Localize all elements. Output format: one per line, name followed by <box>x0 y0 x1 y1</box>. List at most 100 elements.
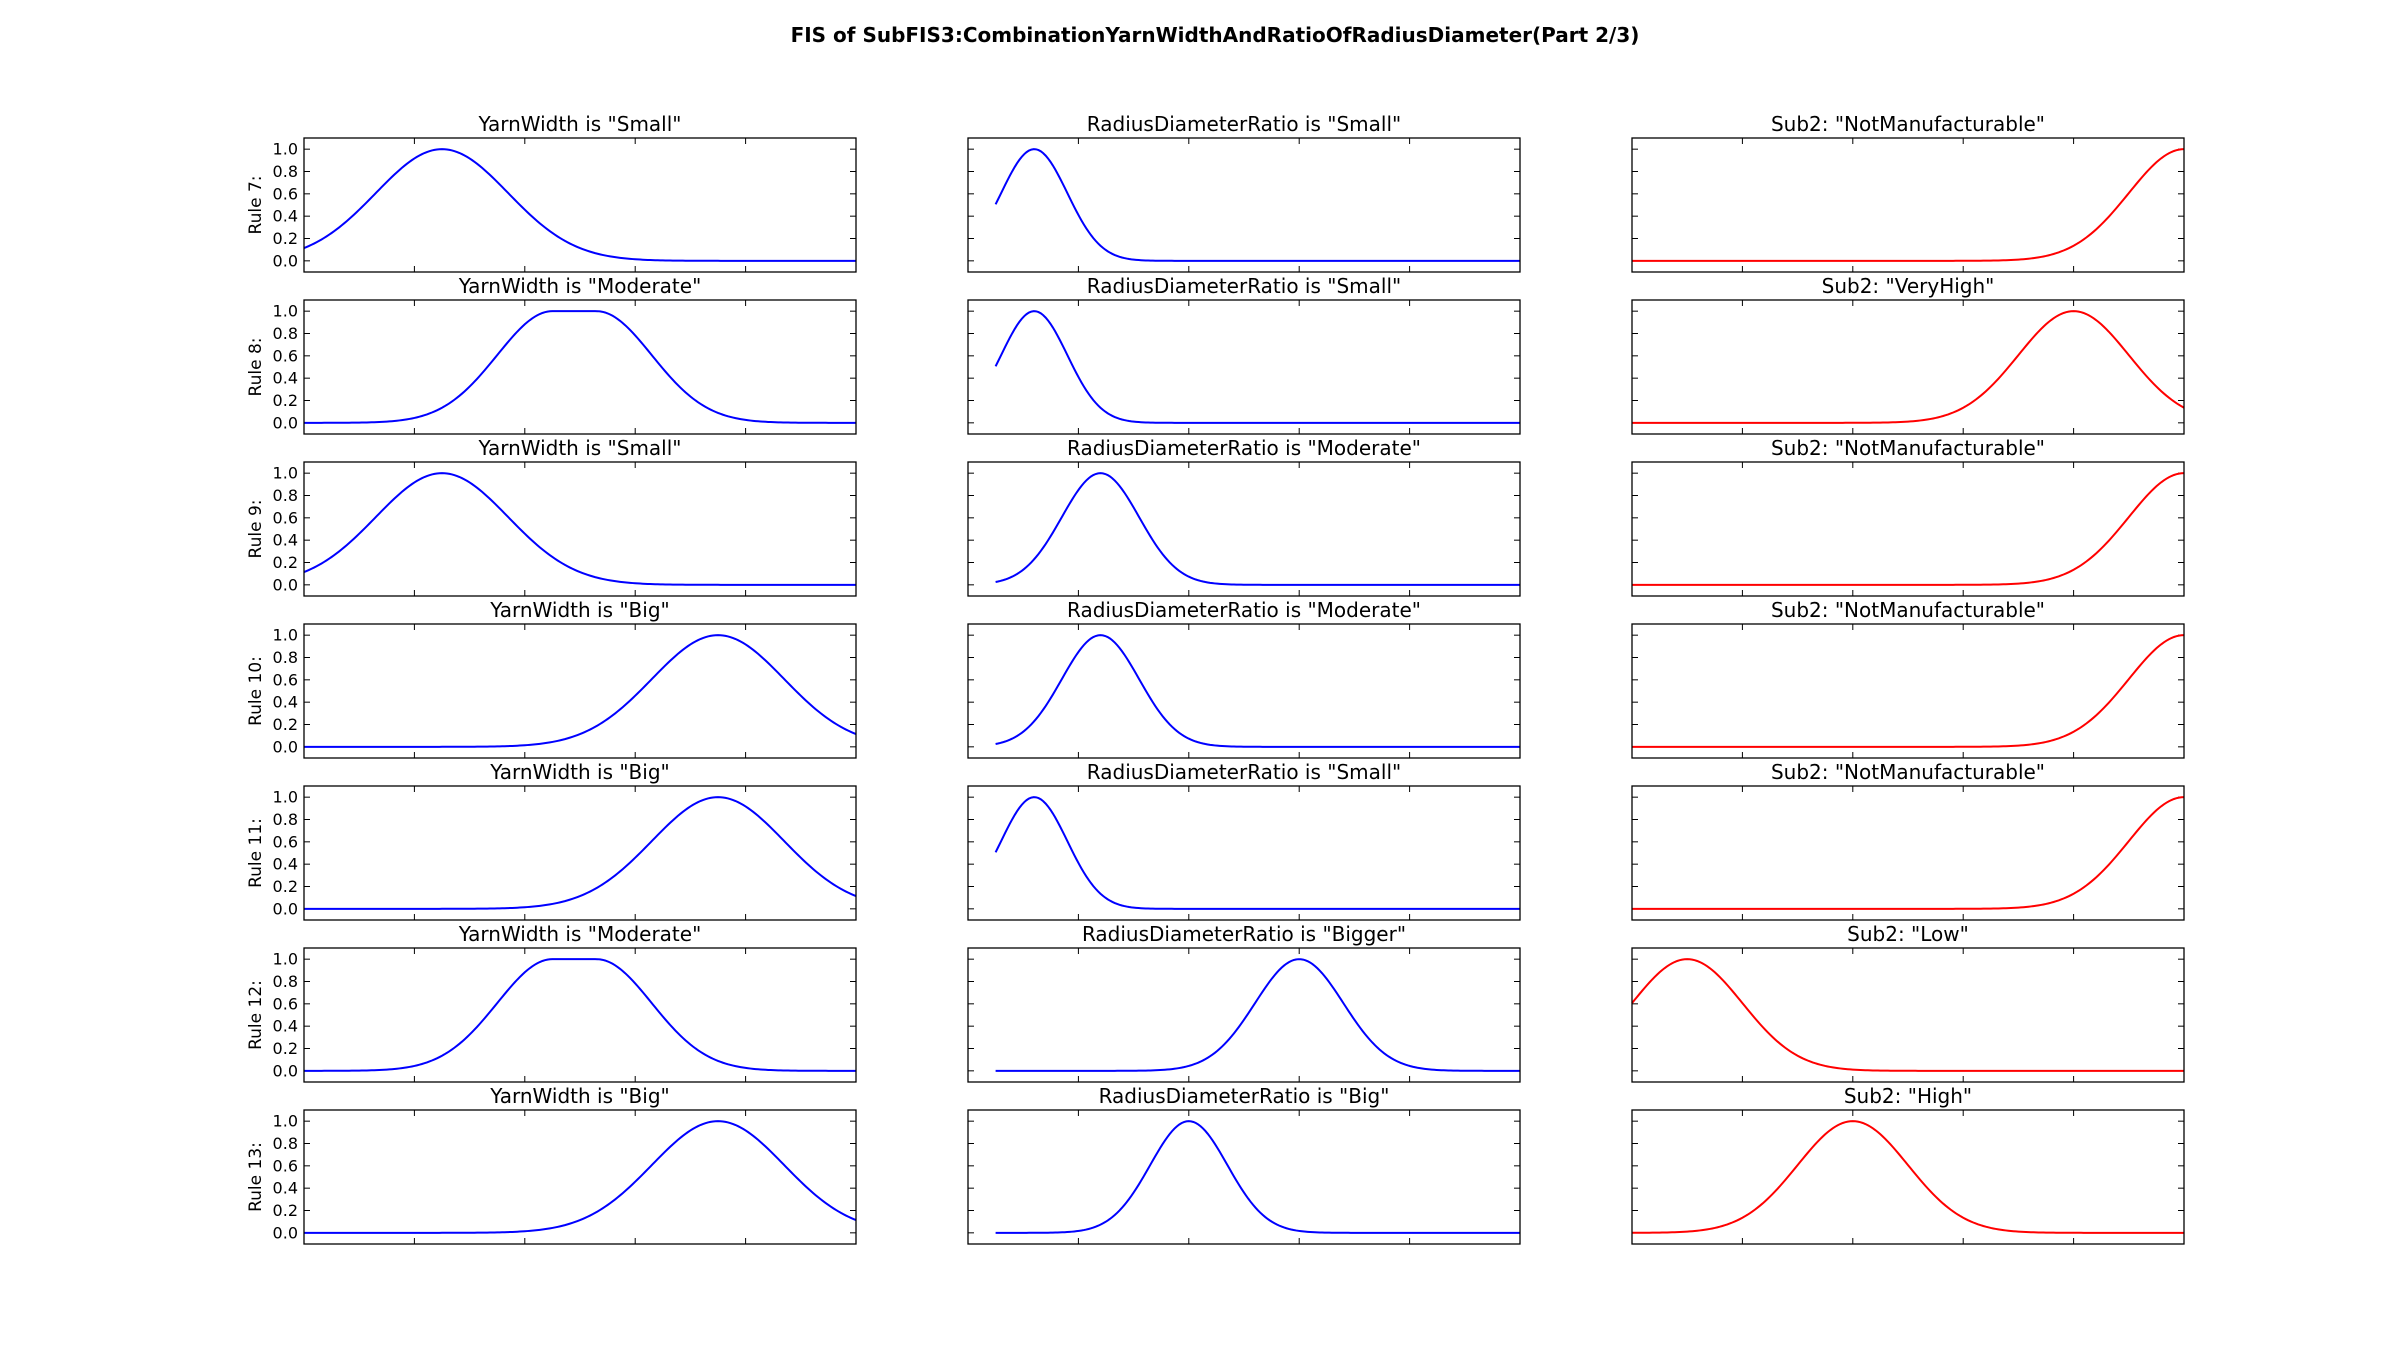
y-tick-label: 0.8 <box>273 162 298 181</box>
y-tick-label: 0.2 <box>273 391 298 410</box>
y-tick-label: 0.8 <box>273 972 298 991</box>
row-label: Rule 10: <box>246 656 266 726</box>
y-tick-label: 0.8 <box>273 648 298 667</box>
subplot-panel: Sub2: "NotManufacturable" <box>1631 112 2185 273</box>
axes-frame <box>967 623 1521 759</box>
y-tick-label: 0.4 <box>273 207 298 226</box>
membership-curve <box>995 1120 1520 1234</box>
y-tick-label: 1.0 <box>273 626 298 645</box>
y-tick-label: 0.6 <box>273 1156 298 1175</box>
y-tick-label: 0.0 <box>273 575 298 594</box>
subplot-title: Sub2: "NotManufacturable" <box>1771 760 2045 784</box>
row-label: Rule 7: <box>246 176 266 235</box>
y-tick-label: 0.2 <box>273 877 298 896</box>
axes-frame <box>967 137 1521 273</box>
subplot-title: Sub2: "High" <box>1844 1084 1972 1108</box>
y-tick-label: 0.4 <box>273 693 298 712</box>
subplot-panel: RadiusDiameterRatio is "Small" <box>967 274 1521 435</box>
subplot-title: Sub2: "NotManufacturable" <box>1771 436 2045 460</box>
y-tick-label: 0.2 <box>273 553 298 572</box>
membership-curve <box>304 796 857 910</box>
subplot-title: RadiusDiameterRatio is "Moderate" <box>1067 436 1421 460</box>
subplot-title: Sub2: "Low" <box>1847 922 1969 946</box>
row-label: Rule 9: <box>246 500 266 559</box>
subplot-panel: YarnWidth is "Moderate" 0.0 0.2 0.4 0.6 0.8 1.… <box>273 922 857 1083</box>
subplot-panel: Sub2: "Low" <box>1631 922 2185 1083</box>
axes-frame <box>967 785 1521 921</box>
y-tick-label: 0.6 <box>273 670 298 689</box>
consequent-curve <box>1631 958 2184 1072</box>
consequent-curve <box>1632 796 2185 910</box>
subplot-panel: YarnWidth is "Big" 0.0 0.2 0.4 0.6 0.8 1.0 <box>273 598 857 759</box>
y-tick-label: 0.2 <box>273 1201 298 1220</box>
axes-frame <box>303 947 857 1083</box>
subplot-panel: YarnWidth is "Moderate" 0.0 0.2 0.4 0.6 0.8 1.… <box>273 274 857 435</box>
axes-frame <box>303 785 857 921</box>
subplot-panel: RadiusDiameterRatio is "Big" <box>967 1084 1521 1245</box>
subplot-panel: RadiusDiameterRatio is "Moderate" <box>967 598 1521 759</box>
y-tick-label: 0.2 <box>273 715 298 734</box>
y-tick-label: 1.0 <box>273 788 298 807</box>
subplot-panel: YarnWidth is "Big" 0.0 0.2 0.4 0.6 0.8 1.0 <box>273 1084 857 1245</box>
y-tick-label: 0.0 <box>273 899 298 918</box>
y-tick-label: 0.4 <box>273 1179 298 1198</box>
subplot-panel: RadiusDiameterRatio is "Moderate" <box>967 436 1521 597</box>
membership-curve <box>304 310 856 424</box>
membership-curve <box>304 1120 857 1234</box>
subplot-panel: YarnWidth is "Small" 0.0 0.2 0.4 0.6 0.8 1.0 <box>273 436 857 597</box>
axes-frame <box>967 1109 1521 1245</box>
membership-curve <box>303 148 856 262</box>
subplot-title: YarnWidth is "Big" <box>489 1084 669 1108</box>
membership-curve <box>995 634 1520 748</box>
subplot-title: RadiusDiameterRatio is "Small" <box>1087 274 1401 298</box>
axes-frame <box>967 299 1521 435</box>
axes-frame <box>1631 461 2185 597</box>
subplot-panel: YarnWidth is "Big" 0.0 0.2 0.4 0.6 0.8 1.0 <box>273 760 857 921</box>
axes-frame <box>1631 947 2185 1083</box>
axes-frame <box>1631 785 2185 921</box>
membership-curve <box>304 958 856 1072</box>
y-tick-label: 0.0 <box>273 251 298 270</box>
figure-title: FIS of SubFIS3:CombinationYarnWidthAndRa… <box>791 23 1640 47</box>
subplot-panel: Sub2: "NotManufacturable" <box>1631 436 2185 597</box>
axes-frame <box>303 461 857 597</box>
y-tick-label: 1.0 <box>273 464 298 483</box>
axes-frame <box>303 1109 857 1245</box>
subplot-title: YarnWidth is "Moderate" <box>458 922 702 946</box>
subplot-title: RadiusDiameterRatio is "Small" <box>1087 760 1401 784</box>
subplot-title: RadiusDiameterRatio is "Bigger" <box>1082 922 1406 946</box>
y-tick-label: 0.0 <box>273 737 298 756</box>
y-tick-label: 0.6 <box>273 508 298 527</box>
subplot-title: YarnWidth is "Small" <box>477 436 681 460</box>
axes-frame <box>1631 623 2185 759</box>
subplot-title: RadiusDiameterRatio is "Small" <box>1087 112 1401 136</box>
axes-frame <box>967 947 1521 1083</box>
subplot-title: YarnWidth is "Small" <box>477 112 681 136</box>
y-tick-label: 0.0 <box>273 1061 298 1080</box>
y-tick-label: 0.6 <box>273 184 298 203</box>
axes-frame <box>303 137 857 273</box>
y-tick-label: 0.0 <box>273 413 298 432</box>
y-tick-label: 0.2 <box>273 229 298 248</box>
y-tick-label: 0.8 <box>273 324 298 343</box>
axes-frame <box>1631 137 2185 273</box>
y-tick-label: 0.2 <box>273 1039 298 1058</box>
axes-frame <box>303 299 857 435</box>
subplot-panel: Sub2: "NotManufacturable" <box>1631 598 2185 759</box>
y-tick-label: 0.8 <box>273 486 298 505</box>
row-label: Rule 13: <box>246 1142 266 1212</box>
subplot-panel: RadiusDiameterRatio is "Small" <box>967 760 1521 921</box>
subplot-panel: Sub2: "NotManufacturable" <box>1631 760 2185 921</box>
y-tick-label: 1.0 <box>273 1112 298 1131</box>
y-tick-label: 0.8 <box>273 810 298 829</box>
membership-curve <box>994 148 1520 262</box>
membership-curve <box>995 472 1520 586</box>
y-tick-label: 0.6 <box>273 994 298 1013</box>
row-label: Rule 8: <box>246 338 266 397</box>
subplot-panel: Sub2: "VeryHigh" <box>1631 274 2185 435</box>
subplot-panel: RadiusDiameterRatio is "Bigger" <box>967 922 1521 1083</box>
subplot-title: YarnWidth is "Big" <box>489 760 669 784</box>
membership-curve <box>303 472 856 586</box>
